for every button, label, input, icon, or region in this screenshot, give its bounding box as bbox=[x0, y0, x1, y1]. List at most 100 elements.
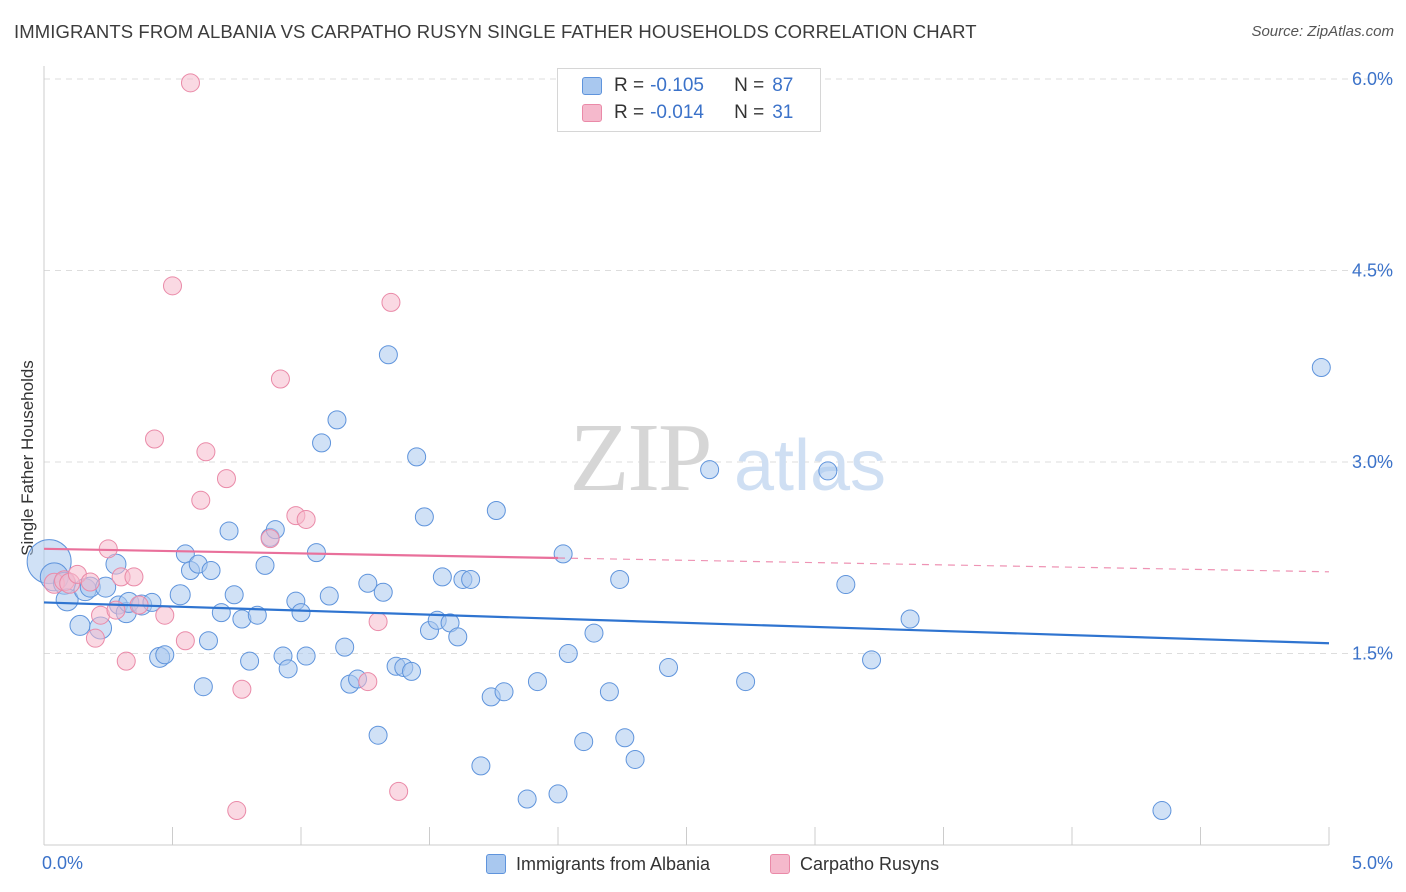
point-albania bbox=[517, 789, 537, 809]
point-albania bbox=[224, 585, 244, 605]
point-carpatho-rusyn bbox=[163, 276, 182, 296]
point-albania bbox=[448, 627, 468, 647]
point-carpatho-rusyn bbox=[270, 369, 290, 389]
point-albania bbox=[219, 521, 239, 541]
point-albania bbox=[407, 447, 427, 467]
point-albania bbox=[335, 637, 355, 657]
legend-r-value-albania: -0.105 bbox=[650, 75, 704, 96]
point-albania bbox=[368, 725, 388, 745]
point-albania bbox=[358, 573, 378, 593]
point-carpatho-rusyn bbox=[191, 490, 211, 510]
point-albania bbox=[486, 501, 506, 521]
point-albania bbox=[247, 605, 267, 625]
legend-n-value-rusyn: 31 bbox=[772, 102, 794, 123]
point-albania bbox=[312, 433, 332, 453]
y-tick-label: 1.5% bbox=[1352, 644, 1393, 664]
point-carpatho-rusyn bbox=[175, 631, 195, 651]
trend-lines bbox=[43, 547, 1330, 645]
point-carpatho-rusyn bbox=[80, 572, 100, 592]
legend-row-albania: R = -0.105 N = 87 bbox=[582, 73, 793, 99]
point-albania bbox=[198, 631, 218, 651]
point-carpatho-rusyn bbox=[227, 801, 247, 821]
trendline-albania bbox=[43, 601, 1330, 645]
point-albania bbox=[574, 732, 594, 752]
point-albania bbox=[736, 672, 756, 692]
point-albania bbox=[625, 749, 645, 769]
y-tick-label: 6.0% bbox=[1352, 69, 1393, 89]
point-albania bbox=[659, 658, 679, 678]
point-albania bbox=[615, 728, 635, 748]
y-tick-label: 3.0% bbox=[1352, 452, 1393, 472]
point-carpatho-rusyn bbox=[260, 529, 280, 549]
legend-n-label: N = bbox=[734, 75, 765, 96]
point-carpatho-rusyn bbox=[155, 605, 175, 625]
legend-r-label: R = bbox=[614, 102, 645, 123]
tick-labels: 1.5% 3.0% 4.5% 6.0% 0.0% 5.0% bbox=[42, 69, 1393, 873]
legend-r-label: R = bbox=[614, 75, 645, 96]
point-albania bbox=[211, 603, 231, 623]
point-carpatho-rusyn bbox=[381, 292, 401, 312]
grid bbox=[44, 78, 1392, 654]
point-albania bbox=[255, 555, 275, 575]
point-albania bbox=[494, 682, 514, 702]
point-albania bbox=[1311, 358, 1331, 378]
point-albania bbox=[836, 575, 856, 595]
point-carpatho-rusyn bbox=[124, 567, 144, 587]
x-tick-label-max: 5.0% bbox=[1352, 853, 1393, 873]
legend-r-value-rusyn: -0.014 bbox=[650, 102, 704, 123]
point-albania bbox=[553, 544, 573, 564]
bottom-legend-swatch-rusyn bbox=[770, 854, 790, 874]
point-carpatho-rusyn bbox=[296, 509, 316, 529]
source-attribution: Source: ZipAtlas.com bbox=[1251, 23, 1394, 40]
watermark-zip: ZIP bbox=[570, 404, 711, 512]
point-carpatho-rusyn bbox=[116, 651, 136, 671]
point-carpatho-rusyn bbox=[180, 73, 200, 93]
legend-n-label: N = bbox=[734, 102, 765, 123]
point-albania bbox=[201, 561, 221, 581]
point-carpatho-rusyn bbox=[196, 442, 216, 462]
point-albania bbox=[471, 756, 491, 776]
point-albania bbox=[432, 567, 452, 587]
point-carpatho-rusyn bbox=[389, 781, 409, 801]
trendline-carpatho-rusyn-extension bbox=[557, 557, 1330, 573]
point-albania bbox=[327, 410, 347, 430]
point-albania bbox=[1152, 801, 1172, 821]
point-carpatho-rusyn bbox=[85, 628, 105, 648]
point-albania bbox=[319, 586, 339, 606]
point-albania bbox=[461, 569, 481, 589]
point-albania bbox=[155, 645, 175, 665]
point-albania bbox=[862, 650, 882, 670]
point-albania bbox=[558, 644, 578, 663]
point-albania bbox=[527, 672, 547, 692]
point-carpatho-rusyn bbox=[232, 679, 252, 699]
bottom-legend-swatch-albania bbox=[486, 854, 506, 874]
legend-swatch-albania bbox=[582, 77, 602, 95]
legend-n-value-albania: 87 bbox=[772, 75, 794, 96]
bottom-legend-rusyn: Carpatho Rusyns bbox=[770, 851, 939, 877]
point-carpatho-rusyn bbox=[216, 469, 236, 489]
point-albania bbox=[378, 345, 398, 365]
x-tick-label-min: 0.0% bbox=[42, 853, 83, 873]
point-carpatho-rusyn bbox=[358, 672, 378, 692]
y-tick-label: 4.5% bbox=[1352, 261, 1393, 281]
chart-title: IMMIGRANTS FROM ALBANIA VS CARPATHO RUSY… bbox=[14, 21, 977, 42]
point-albania bbox=[373, 582, 393, 602]
point-albania bbox=[291, 603, 311, 623]
point-albania bbox=[240, 651, 260, 671]
point-carpatho-rusyn bbox=[368, 612, 388, 632]
watermark-atlas: atlas bbox=[734, 426, 886, 506]
bottom-legend-label-albania: Immigrants from Albania bbox=[516, 853, 711, 874]
bottom-legend-label-rusyn: Carpatho Rusyns bbox=[800, 853, 940, 874]
point-albania bbox=[278, 659, 298, 679]
legend-row-rusyn: R = -0.014 N = 31 bbox=[582, 100, 793, 126]
point-albania bbox=[169, 584, 191, 606]
legend: R = -0.105 N = 87 R = -0.014 N = 31 bbox=[557, 68, 821, 132]
point-albania bbox=[414, 507, 434, 527]
point-albania bbox=[599, 682, 619, 702]
point-albania bbox=[402, 661, 422, 681]
point-albania bbox=[610, 569, 630, 589]
axes bbox=[43, 66, 1330, 846]
point-albania bbox=[700, 460, 720, 480]
point-albania bbox=[818, 461, 838, 481]
